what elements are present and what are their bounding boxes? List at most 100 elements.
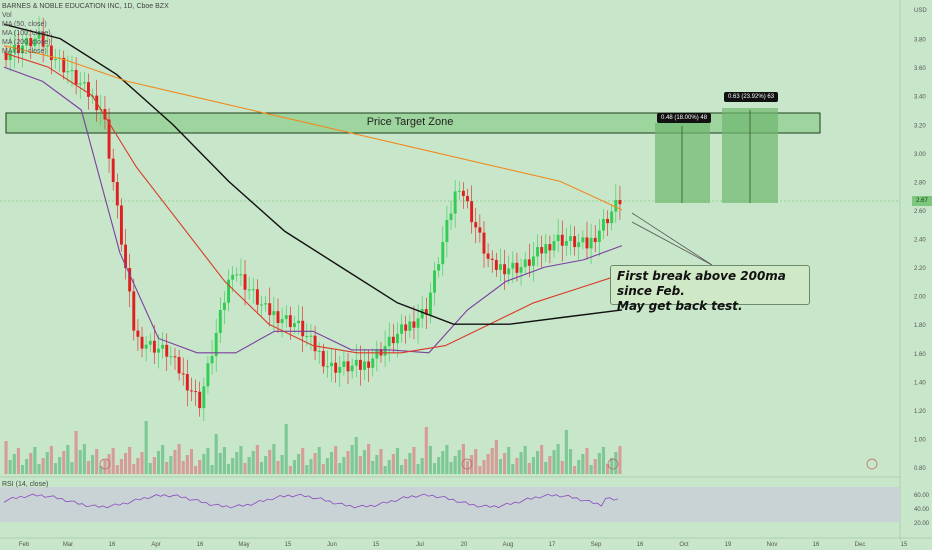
legend-ma100[interactable]: MA (100, close) <box>2 30 51 37</box>
candle-body <box>527 259 531 266</box>
x-tick-label: Aug <box>503 542 514 548</box>
volume-bar <box>25 459 29 474</box>
candle-body <box>338 367 342 373</box>
candle-body <box>272 311 276 316</box>
candle-body <box>293 323 296 328</box>
candle-body <box>152 340 156 353</box>
volume-bar <box>264 456 268 474</box>
candle-body <box>157 348 160 353</box>
volume-bar <box>515 458 519 474</box>
candle-body <box>33 38 37 47</box>
candles <box>4 16 622 421</box>
earnings-marker[interactable] <box>99 458 111 470</box>
volume-bar <box>99 466 103 474</box>
volume-bar <box>297 454 301 474</box>
volume-bar <box>177 444 181 474</box>
volume-bar <box>123 453 128 474</box>
candle-body <box>8 52 12 60</box>
volume-bar <box>511 464 515 474</box>
volume-bar <box>226 464 231 474</box>
candle-body <box>420 309 424 319</box>
candle-body <box>177 357 181 374</box>
candle-body <box>424 309 428 315</box>
candle-body <box>45 45 49 47</box>
candle-body <box>74 69 78 85</box>
candle-body <box>222 302 226 311</box>
volume-bar <box>66 445 70 474</box>
candle-body <box>12 44 16 53</box>
callout-pointer <box>631 212 713 266</box>
legend-ma50[interactable]: MA (50, close) <box>2 21 47 28</box>
candle-body <box>466 196 469 202</box>
candle-body <box>408 321 412 331</box>
volume-bar <box>420 458 424 474</box>
candle-body <box>544 244 548 254</box>
legend-ma200[interactable]: MA (200, close) <box>2 39 51 46</box>
candle-body <box>363 361 366 370</box>
x-tick-label: Nov <box>767 542 778 548</box>
candle-body <box>597 230 601 243</box>
candle-body <box>367 361 371 368</box>
x-tick-label: Apr <box>151 542 160 548</box>
candle-body <box>169 356 173 358</box>
volume-bar <box>461 444 465 474</box>
rsi-tick-label: 40.00 <box>914 507 930 513</box>
candle-body <box>198 391 202 409</box>
volume-bar <box>573 466 577 474</box>
legend-ma21[interactable]: MA (21, close) <box>2 48 47 55</box>
candle-body <box>461 190 465 197</box>
candle-body <box>29 38 33 47</box>
rsi-line: 20.00 40.00 60.00 <box>3 493 930 527</box>
volume-bar <box>247 457 251 474</box>
volume-bar <box>284 424 288 474</box>
rsi-label[interactable]: RSI (14, close) <box>2 481 49 488</box>
volume-bar <box>375 455 379 474</box>
volume-bar <box>465 461 470 474</box>
candle-body <box>313 335 317 352</box>
candle-body <box>334 362 338 373</box>
candle-body <box>391 336 395 344</box>
volume-bar <box>78 450 82 474</box>
volume-bar <box>45 452 49 474</box>
volume-bar <box>408 453 412 474</box>
annotation-callout[interactable]: First break above 200ma since Feb. May g… <box>610 265 810 313</box>
symbol-title[interactable]: BARNES & NOBLE EDUCATION INC, 1D, Cboe B… <box>2 3 169 10</box>
volume-bar <box>321 464 325 474</box>
earnings-marker[interactable] <box>607 458 619 470</box>
volume-bar <box>358 456 362 474</box>
candle-body <box>264 303 268 305</box>
volume-bar <box>482 460 486 474</box>
y-tick-label: 1.00 <box>914 437 926 443</box>
y-tick-label: 0.80 <box>914 466 926 472</box>
earnings-marker[interactable] <box>866 458 878 470</box>
x-tick-label: Jul <box>416 542 424 548</box>
volume-bar <box>416 464 420 474</box>
candle-body <box>540 247 544 254</box>
volume-bar <box>119 459 123 474</box>
candle-body <box>606 218 610 224</box>
volume-bar <box>548 456 552 474</box>
ma-line <box>3 45 623 211</box>
candle-body <box>140 336 144 349</box>
volume-bar <box>161 445 165 474</box>
y-tick-label: 3.00 <box>914 152 926 158</box>
volume-bars <box>4 421 622 474</box>
candle-body <box>499 264 502 270</box>
candle-body <box>585 237 589 249</box>
volume-bar <box>259 462 264 474</box>
x-tick-label: Jun <box>327 542 337 548</box>
earnings-marker[interactable] <box>461 458 473 470</box>
volume-bar <box>128 447 132 474</box>
candle-body <box>301 320 305 337</box>
volume-bar <box>189 449 194 474</box>
candle-body <box>482 232 486 254</box>
candle-body <box>478 227 482 233</box>
candle-body <box>523 259 527 268</box>
chart-legend: BARNES & NOBLE EDUCATION INC, 1D, Cboe B… <box>2 2 169 56</box>
volume-bar <box>4 441 8 474</box>
candle-body <box>404 324 408 331</box>
candle-body <box>185 374 189 391</box>
legend-volume[interactable]: Vol <box>2 12 12 19</box>
